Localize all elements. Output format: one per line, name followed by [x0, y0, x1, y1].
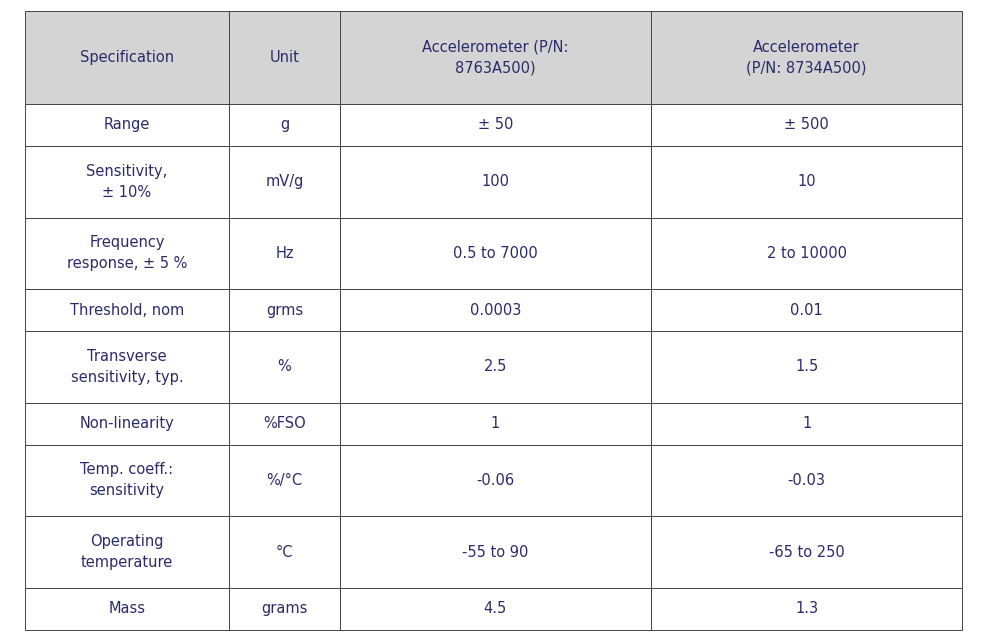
Bar — [339, 146, 651, 218]
Bar — [25, 403, 229, 445]
Text: 2 to 10000: 2 to 10000 — [766, 246, 846, 261]
Text: Hz: Hz — [275, 246, 294, 261]
Text: -65 to 250: -65 to 250 — [768, 544, 844, 560]
Text: mV/g: mV/g — [265, 174, 304, 189]
Text: Mass: Mass — [108, 601, 145, 617]
Bar — [25, 588, 229, 630]
Bar — [25, 289, 229, 331]
Text: Range: Range — [104, 118, 150, 132]
Text: ± 50: ± 50 — [477, 118, 513, 132]
Bar — [229, 517, 339, 588]
Text: g: g — [279, 118, 289, 132]
Text: 0.01: 0.01 — [790, 303, 822, 318]
Bar — [229, 146, 339, 218]
Bar — [25, 445, 229, 517]
Text: Non-linearity: Non-linearity — [80, 416, 175, 431]
Text: Unit: Unit — [269, 50, 299, 65]
Text: 0.5 to 7000: 0.5 to 7000 — [453, 246, 537, 261]
Bar — [229, 445, 339, 517]
Bar — [229, 289, 339, 331]
Text: Operating
temperature: Operating temperature — [81, 534, 173, 570]
Bar — [339, 331, 651, 403]
Bar — [339, 588, 651, 630]
Text: -0.06: -0.06 — [476, 473, 514, 488]
Bar — [651, 146, 961, 218]
Text: grms: grms — [265, 303, 303, 318]
Bar — [25, 218, 229, 289]
Bar — [25, 146, 229, 218]
Text: Frequency
response, ± 5 %: Frequency response, ± 5 % — [67, 235, 187, 272]
Bar — [229, 331, 339, 403]
Bar — [651, 11, 961, 104]
Text: Threshold, nom: Threshold, nom — [70, 303, 183, 318]
Bar — [339, 104, 651, 146]
Bar — [339, 289, 651, 331]
Text: 1.5: 1.5 — [795, 360, 817, 374]
Text: 4.5: 4.5 — [483, 601, 507, 617]
Text: %: % — [277, 360, 291, 374]
Text: Transverse
sensitivity, typ.: Transverse sensitivity, typ. — [70, 349, 183, 385]
Bar — [651, 289, 961, 331]
Bar — [651, 331, 961, 403]
Bar — [25, 331, 229, 403]
Text: Accelerometer (P/N:
8763A500): Accelerometer (P/N: 8763A500) — [422, 40, 568, 76]
Bar — [229, 218, 339, 289]
Text: 2.5: 2.5 — [483, 360, 507, 374]
Text: 10: 10 — [797, 174, 815, 189]
Bar — [651, 517, 961, 588]
Text: 1: 1 — [802, 416, 810, 431]
Text: Temp. coeff.:
sensitivity: Temp. coeff.: sensitivity — [80, 463, 174, 498]
Text: °C: °C — [275, 544, 293, 560]
Bar — [229, 588, 339, 630]
Bar — [229, 403, 339, 445]
Text: -55 to 90: -55 to 90 — [461, 544, 528, 560]
Bar — [25, 104, 229, 146]
Bar — [651, 218, 961, 289]
Text: ± 500: ± 500 — [784, 118, 828, 132]
Text: Accelerometer
(P/N: 8734A500): Accelerometer (P/N: 8734A500) — [745, 40, 866, 76]
Bar — [339, 403, 651, 445]
Text: %FSO: %FSO — [262, 416, 306, 431]
Bar — [651, 588, 961, 630]
Text: 1: 1 — [490, 416, 500, 431]
Bar — [229, 11, 339, 104]
Bar — [25, 517, 229, 588]
Text: 1.3: 1.3 — [795, 601, 817, 617]
Text: 0.0003: 0.0003 — [469, 303, 521, 318]
Bar — [339, 517, 651, 588]
Bar — [339, 218, 651, 289]
Bar — [651, 445, 961, 517]
Bar — [25, 11, 229, 104]
Text: grams: grams — [261, 601, 308, 617]
Text: Specification: Specification — [80, 50, 174, 65]
Text: 100: 100 — [481, 174, 509, 189]
Bar — [651, 104, 961, 146]
Text: %/°C: %/°C — [266, 473, 302, 488]
Bar — [339, 11, 651, 104]
Text: -0.03: -0.03 — [787, 473, 825, 488]
Bar — [339, 445, 651, 517]
Bar — [229, 104, 339, 146]
Bar — [651, 403, 961, 445]
Text: Sensitivity,
± 10%: Sensitivity, ± 10% — [86, 164, 168, 200]
